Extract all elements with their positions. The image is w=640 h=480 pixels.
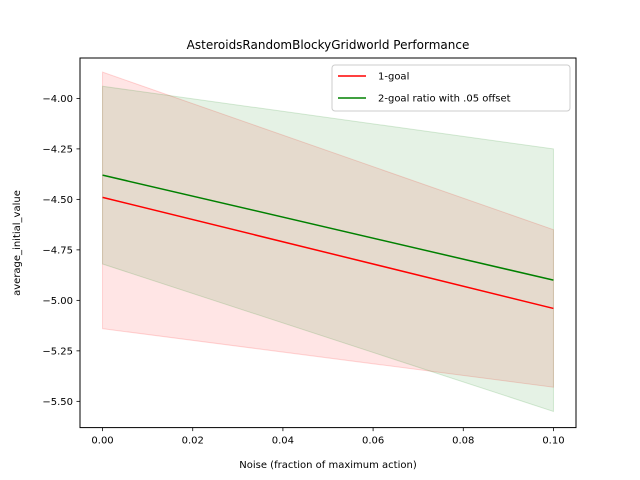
chart-title: AsteroidsRandomBlockyGridworld Performan… xyxy=(187,38,470,52)
series-line-0 xyxy=(102,196,554,310)
y-tick-label: −5.25 xyxy=(42,346,73,357)
legend-label-1: 2-goal ratio with .05 offset xyxy=(378,94,511,105)
x-tick-label: 0.02 xyxy=(182,436,204,447)
y-tick-label: −5.00 xyxy=(42,296,73,307)
x-tick-label: 0.08 xyxy=(452,436,474,447)
x-tick-label: 0.10 xyxy=(542,436,564,447)
legend: 1-goal 2-goal ratio with .05 offset xyxy=(331,64,571,112)
confidence-bands xyxy=(102,71,554,413)
x-axis: 0.00 0.02 0.04 0.06 0.08 0.10 xyxy=(91,427,565,447)
x-tick-label: 0.04 xyxy=(272,436,294,447)
x-axis-label: Noise (fraction of maximum action) xyxy=(239,460,417,471)
series-lines xyxy=(102,174,554,310)
y-tick-label: −5.50 xyxy=(42,397,73,408)
y-tick-label: −4.00 xyxy=(42,94,73,105)
series-band-0 xyxy=(102,71,554,388)
legend-label-0: 1-goal xyxy=(378,72,409,83)
legend-frame xyxy=(331,64,571,112)
y-tick-label: −4.50 xyxy=(42,195,73,206)
y-axis: −5.50 −5.25 −5.00 −4.75 −4.50 −4.25 −4.00 xyxy=(42,94,80,408)
y-axis-label: average_initial_value xyxy=(12,190,23,296)
y-tick-label: −4.75 xyxy=(42,245,73,256)
x-tick-label: 0.00 xyxy=(91,436,113,447)
x-tick-label: 0.06 xyxy=(362,436,384,447)
series-band-1 xyxy=(102,85,554,413)
series-line-1 xyxy=(102,174,554,281)
plot-frame xyxy=(79,57,577,429)
y-tick-label: −4.25 xyxy=(42,144,73,155)
